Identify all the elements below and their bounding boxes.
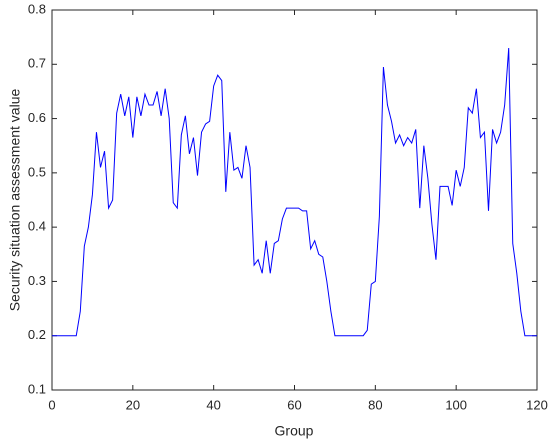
- y-tick-label: 0.6: [28, 110, 46, 125]
- y-axis-label: Security situation assessment value: [7, 89, 23, 312]
- y-tick-label: 0.8: [28, 1, 46, 16]
- x-tick-label: 80: [368, 397, 382, 412]
- plot-box: [51, 9, 538, 391]
- data-line: [52, 47, 537, 337]
- x-tick-label: 20: [126, 397, 140, 412]
- y-tick-label: 0.1: [28, 381, 46, 396]
- y-tick-label: 0.2: [28, 327, 46, 342]
- x-tick-label: 120: [526, 397, 548, 412]
- y-tick-label: 0.3: [28, 273, 46, 288]
- x-tick-label: 0: [48, 397, 55, 412]
- y-tick-label: 0.4: [28, 219, 46, 234]
- y-tick-label: 0.5: [28, 164, 46, 179]
- x-tick-label: 100: [445, 397, 467, 412]
- y-tick-label: 0.7: [28, 56, 46, 71]
- x-tick-label: 60: [287, 397, 301, 412]
- x-tick-label: 40: [206, 397, 220, 412]
- x-axis-label: Group: [275, 423, 314, 439]
